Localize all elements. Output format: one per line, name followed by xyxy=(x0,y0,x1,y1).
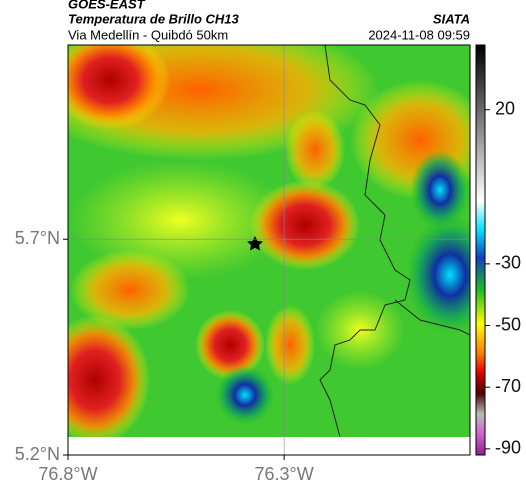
y-tick-label: 5.7°N xyxy=(15,228,60,248)
colorbar-tick-label: -90 xyxy=(495,438,521,458)
x-tick-label: 76.3°W xyxy=(255,464,314,484)
colorbar xyxy=(475,44,486,456)
x-tick-label: 76.8°W xyxy=(38,464,97,484)
location-marker xyxy=(247,236,263,251)
region: Via Medellín - Quibdó 50km xyxy=(68,27,228,42)
axes: 76.8°W 76.3°W 5.2°N 5.7°N 20 -30 -50 -70 -90 xyxy=(15,45,521,484)
brightness-field xyxy=(68,45,470,437)
subtitle: Temperatura de Brillo CH13 xyxy=(68,11,240,26)
datetime: 2024-11-08 09:59 xyxy=(368,27,470,42)
y-tick-label: 5.2°N xyxy=(15,444,60,464)
map-frame xyxy=(67,44,471,456)
title: GOES-EAST xyxy=(68,0,146,11)
colorbar-tick-label: -70 xyxy=(495,376,521,396)
colorbar-tick-label: -30 xyxy=(495,253,521,273)
colorbar-tick-label: -50 xyxy=(495,314,521,334)
colorbar-tick-label: 20 xyxy=(495,98,515,118)
source: SIATA xyxy=(433,11,470,26)
